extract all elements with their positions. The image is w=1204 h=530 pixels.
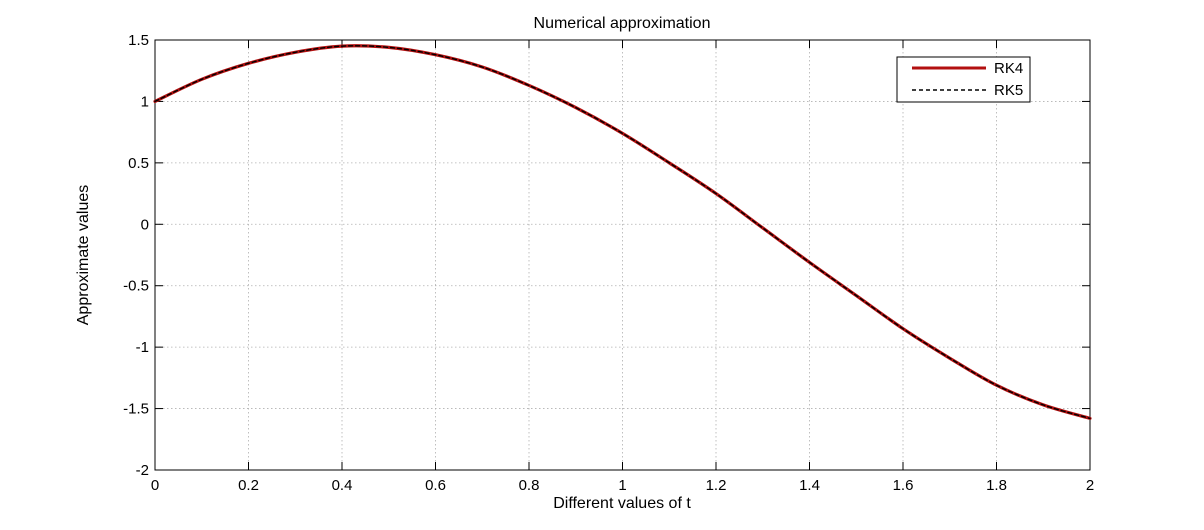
x-tick-label: 1.6 <box>893 477 914 494</box>
legend-label-rk4: RK4 <box>994 60 1023 77</box>
legend-box <box>896 56 1031 103</box>
y-tick-label: -1.5 <box>123 401 149 418</box>
y-tick-label: 0 <box>141 216 149 233</box>
x-axis-title: Different values of t <box>553 495 691 512</box>
x-tick-label: 1.4 <box>799 477 820 494</box>
tick-mark-layer <box>154 39 1091 471</box>
y-tick-label: -0.5 <box>123 278 149 295</box>
y-tick-label-layer: 1.5 1 0.5 0 -0.5 -1 -1.5 -2 <box>123 32 149 479</box>
y-tick-label: 1.5 <box>128 32 149 49</box>
x-tick-label: 1 <box>618 477 626 494</box>
legend-label-rk5: RK5 <box>994 82 1023 99</box>
x-tick-label: 0.8 <box>519 477 540 494</box>
y-axis-title: Approximate values <box>75 185 92 326</box>
y-tick-label: 1 <box>141 93 149 110</box>
grid-layer <box>155 40 1090 470</box>
x-tick-label: 0.4 <box>332 477 353 494</box>
y-tick-label: -1 <box>136 339 149 356</box>
x-tick-label: 0 <box>151 477 159 494</box>
x-tick-label: 1.2 <box>706 477 727 494</box>
x-tick-label: 0.2 <box>238 477 259 494</box>
series-line-rk5 <box>154 45 1091 420</box>
x-tick-label-layer: 0 0.2 0.4 0.6 0.8 1 1.2 1.4 1.6 1.8 2 <box>151 477 1094 494</box>
x-tick-label: 1.8 <box>986 477 1007 494</box>
y-tick-label: 0.5 <box>128 155 149 172</box>
x-tick-label: 2 <box>1086 477 1094 494</box>
legend: RK4 RK5 <box>896 56 1031 103</box>
chart-title: Numerical approximation <box>534 15 711 32</box>
x-tick-label: 0.6 <box>425 477 446 494</box>
series-layer <box>153 44 1092 420</box>
y-tick-label: -2 <box>136 462 149 479</box>
